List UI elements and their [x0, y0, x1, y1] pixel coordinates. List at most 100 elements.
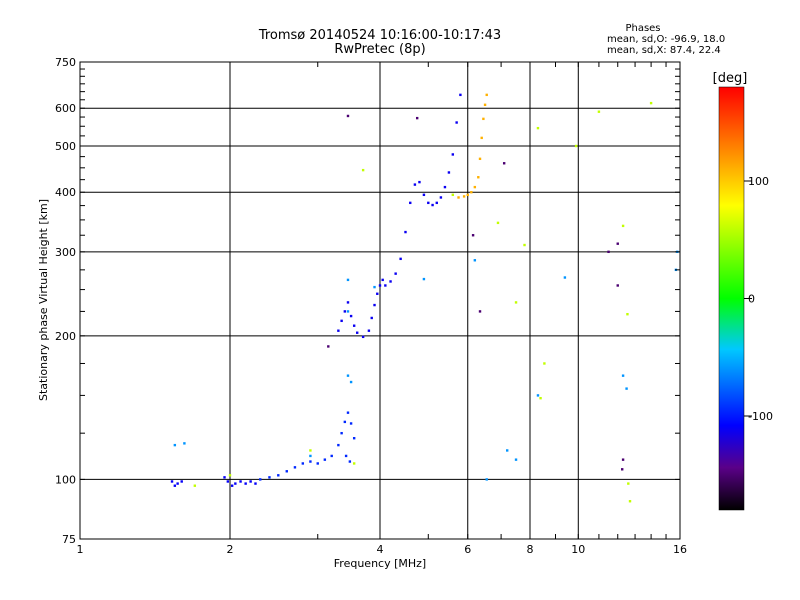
data-points	[170, 93, 679, 503]
chart-subtitle: RwPretec (8p)	[334, 42, 425, 57]
stats-heading: Phases	[625, 23, 660, 34]
data-point	[462, 195, 466, 198]
data-point	[394, 272, 397, 275]
data-point	[370, 316, 373, 320]
data-point	[309, 449, 312, 452]
data-point	[309, 454, 312, 458]
data-point	[285, 470, 288, 473]
data-point	[485, 478, 488, 481]
data-point	[249, 480, 252, 483]
data-point	[346, 411, 350, 414]
y-tick-label: 750	[55, 56, 76, 69]
data-point	[301, 462, 305, 465]
data-point	[649, 101, 653, 105]
data-point	[344, 454, 348, 458]
data-point	[505, 449, 509, 452]
data-point	[244, 482, 247, 485]
data-point	[439, 196, 443, 199]
data-point	[346, 374, 350, 377]
data-point	[413, 183, 417, 186]
x-tick-label: 16	[673, 543, 687, 556]
y-tick-label: 500	[55, 140, 76, 153]
data-point	[443, 185, 447, 189]
data-point	[343, 310, 347, 313]
colorbar-tick-label: 0	[748, 293, 755, 306]
data-point	[457, 196, 460, 199]
data-point	[330, 454, 333, 458]
data-point	[367, 329, 371, 332]
data-point	[254, 482, 257, 485]
data-point	[483, 103, 487, 107]
data-point	[502, 162, 506, 165]
data-point	[514, 458, 518, 461]
data-point	[435, 201, 438, 205]
data-point	[427, 201, 430, 205]
data-point	[180, 480, 183, 483]
data-point	[628, 500, 632, 503]
data-point	[323, 458, 327, 461]
data-point	[459, 93, 462, 97]
data-point	[170, 480, 174, 483]
colorbar-ticks: 100 0 -100	[744, 175, 773, 423]
y-tick-label: 200	[55, 330, 76, 343]
data-point	[485, 93, 488, 97]
data-point	[563, 276, 567, 279]
data-point	[337, 443, 340, 447]
stats-o-mode: mean, sd,O: -96.9, 18.0	[607, 34, 725, 45]
x-axis-ticks: 1 2 4 6 8 10 16	[77, 62, 687, 556]
data-point	[621, 224, 625, 228]
data-point	[473, 259, 477, 262]
data-point	[381, 278, 384, 282]
y-tick-label: 400	[55, 186, 76, 199]
data-point	[373, 285, 376, 289]
data-point	[399, 257, 402, 261]
data-point	[346, 310, 350, 313]
data-point	[451, 153, 455, 156]
data-point	[409, 201, 412, 205]
data-point	[228, 474, 232, 477]
data-point	[447, 171, 451, 174]
x-tick-label: 1	[77, 543, 84, 556]
data-point	[173, 443, 177, 447]
y-axis-label: Stationary phase Virtual Height [km]	[37, 199, 50, 401]
x-tick-label: 10	[571, 543, 585, 556]
data-point	[361, 168, 365, 172]
colorbar-tick-label: 100	[748, 175, 769, 188]
data-point	[378, 284, 382, 287]
data-point	[621, 468, 624, 471]
data-point	[514, 301, 518, 304]
data-point	[340, 319, 343, 323]
data-point	[543, 362, 546, 365]
data-point	[346, 278, 350, 282]
data-point	[346, 301, 350, 304]
data-point	[340, 431, 343, 435]
data-point	[361, 335, 365, 339]
data-point	[309, 460, 312, 463]
y-tick-label: 75	[62, 533, 76, 546]
data-point	[470, 191, 473, 194]
data-point	[173, 484, 177, 487]
y-tick-label: 600	[55, 102, 76, 115]
data-point	[349, 422, 353, 425]
data-point	[343, 420, 347, 424]
data-point	[373, 303, 376, 307]
chart-title: Tromsø 20140524 10:16:00-10:17:43	[258, 28, 501, 43]
data-point	[376, 292, 379, 295]
data-point	[337, 329, 340, 332]
data-point	[574, 144, 578, 148]
data-point	[523, 243, 526, 247]
y-tick-label: 100	[55, 473, 76, 486]
data-point	[346, 114, 350, 118]
data-point	[355, 331, 359, 334]
data-point	[627, 482, 630, 485]
data-point	[230, 484, 234, 487]
data-point	[607, 250, 610, 254]
x-tick-label: 8	[527, 543, 534, 556]
data-point	[268, 476, 271, 479]
data-point	[616, 284, 619, 287]
data-point	[466, 193, 469, 197]
data-point	[536, 394, 540, 397]
data-point	[352, 437, 356, 440]
data-point	[496, 221, 500, 225]
data-point	[625, 387, 628, 390]
